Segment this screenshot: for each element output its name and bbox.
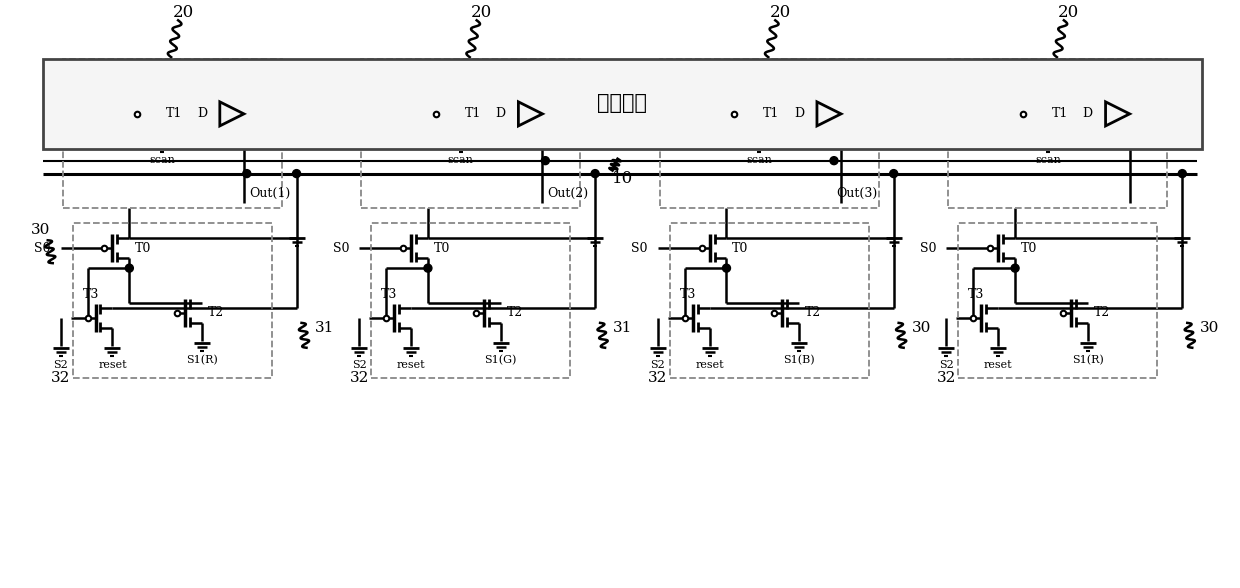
Text: T0: T0 (135, 242, 151, 255)
Text: D: D (1083, 108, 1092, 121)
Text: S1(R): S1(R) (186, 355, 218, 365)
Text: S1(G): S1(G) (485, 355, 517, 365)
Text: reset: reset (983, 360, 1013, 370)
Circle shape (723, 264, 730, 272)
Bar (63, 59, 281, 208)
Text: reset: reset (696, 360, 724, 370)
Text: S2: S2 (651, 360, 665, 370)
Text: 32: 32 (51, 370, 71, 385)
Circle shape (1011, 264, 1019, 272)
Text: 32: 32 (936, 370, 956, 385)
Text: 32: 32 (350, 370, 370, 385)
Text: D: D (794, 108, 805, 121)
Text: 31: 31 (315, 321, 334, 335)
Text: T2: T2 (506, 306, 522, 319)
Bar (73, 223, 272, 377)
Text: S0: S0 (35, 242, 51, 255)
Text: S2: S2 (53, 360, 68, 370)
Bar (670, 223, 869, 377)
Text: Out(1): Out(1) (249, 187, 290, 200)
Text: 30: 30 (31, 223, 51, 238)
Circle shape (830, 156, 838, 165)
Text: T1: T1 (763, 108, 780, 121)
Text: scan: scan (149, 155, 175, 165)
Text: T1: T1 (465, 108, 481, 121)
Circle shape (591, 169, 599, 178)
Text: 20: 20 (172, 4, 193, 21)
Circle shape (1178, 169, 1187, 178)
Text: T2: T2 (805, 306, 821, 319)
Circle shape (890, 169, 898, 178)
Text: D: D (197, 108, 207, 121)
Text: 30: 30 (911, 321, 931, 335)
Text: 31: 31 (613, 321, 632, 335)
Text: T0: T0 (1021, 242, 1037, 255)
Text: S0: S0 (631, 242, 647, 255)
Text: 20: 20 (471, 4, 492, 21)
Text: S1(R): S1(R) (1071, 355, 1104, 365)
Text: 30: 30 (1200, 321, 1220, 335)
Text: reset: reset (98, 360, 126, 370)
Bar (959, 223, 1157, 377)
Text: T3: T3 (381, 288, 398, 300)
Text: S1(B): S1(B) (784, 355, 815, 365)
Text: S2: S2 (939, 360, 954, 370)
Circle shape (542, 156, 549, 165)
Circle shape (125, 264, 134, 272)
Text: T0: T0 (434, 242, 450, 255)
Text: Out(3): Out(3) (836, 187, 877, 200)
Bar (42, 59, 1203, 149)
Circle shape (424, 264, 432, 272)
Text: 32: 32 (649, 370, 667, 385)
Text: reset: reset (397, 360, 425, 370)
Text: D: D (496, 108, 506, 121)
Circle shape (243, 169, 250, 178)
Text: T3: T3 (968, 288, 985, 300)
Bar (361, 59, 580, 208)
Text: T1: T1 (1052, 108, 1068, 121)
Text: S0: S0 (920, 242, 936, 255)
Text: 驱动芯片: 驱动芯片 (598, 95, 647, 113)
Bar (949, 59, 1167, 208)
Text: T1: T1 (166, 108, 182, 121)
Text: Out(2): Out(2) (547, 187, 589, 200)
Text: 20: 20 (1058, 4, 1080, 21)
Text: S0: S0 (332, 242, 350, 255)
Text: scan: scan (1035, 155, 1061, 165)
Bar (660, 59, 879, 208)
Circle shape (293, 169, 300, 178)
Text: T2: T2 (1094, 306, 1110, 319)
Text: T3: T3 (680, 288, 696, 300)
Text: T2: T2 (208, 306, 224, 319)
Bar (371, 223, 570, 377)
Text: scan: scan (448, 155, 474, 165)
Text: S2: S2 (352, 360, 367, 370)
Text: 10: 10 (611, 170, 634, 187)
Text: T0: T0 (733, 242, 749, 255)
Text: scan: scan (746, 155, 773, 165)
Text: 20: 20 (770, 4, 791, 21)
Text: T3: T3 (83, 288, 99, 300)
